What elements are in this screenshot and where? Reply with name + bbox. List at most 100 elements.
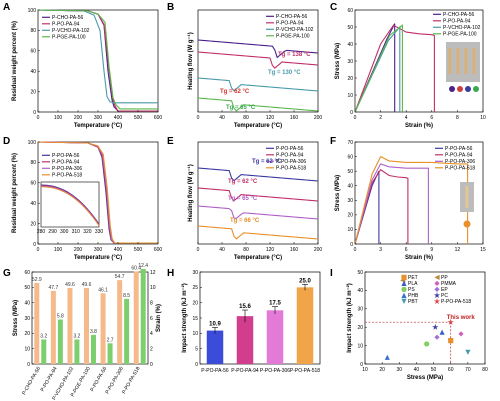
specimen-bar — [456, 48, 460, 74]
inset-tick-label: 290 — [48, 229, 57, 235]
strain-value-label: 8.5 — [123, 293, 130, 299]
y-tick-label: 40 — [347, 184, 353, 190]
category-label: P-CHO-PA-56 — [21, 366, 42, 396]
scatter-point — [447, 318, 454, 325]
series-line — [354, 163, 429, 245]
y-tick-label: 30 — [192, 270, 198, 276]
stress-bar — [133, 271, 139, 364]
specimen-bar — [448, 48, 452, 74]
stress-bar — [67, 287, 73, 364]
y-axis-label: Stress (MPa) — [335, 175, 341, 211]
sample-marker — [465, 86, 471, 92]
legend-label: P-VCHO-PA-102 — [443, 25, 481, 31]
tg-annotation: Tg = 66 °C — [230, 218, 260, 224]
y-tick-label: 20 — [24, 331, 30, 337]
series-line — [197, 167, 319, 182]
x-axis-label: Stress (MPa) — [407, 375, 443, 381]
y-tick-label: 0 — [350, 242, 353, 248]
plot-frame — [354, 141, 484, 245]
y-tick-label: 20 — [30, 89, 36, 95]
stress-value-label: 54.7 — [115, 274, 125, 280]
y-axis-label: Impact strength (kJ m⁻²) — [181, 283, 188, 353]
panel-label: B — [167, 2, 174, 13]
y-axis-label: Impact strength (kJ m⁻²) — [346, 283, 353, 353]
legend-label: P-PGE-PA-100 — [276, 34, 310, 40]
legend-label: P-PO-PA-56 — [276, 146, 304, 152]
scatter-point — [434, 280, 440, 286]
strain-value-label: 3.2 — [40, 333, 47, 339]
y-tick-label: 30 — [357, 307, 363, 313]
scatter-point — [434, 286, 440, 292]
x-tick-label: 30 — [397, 367, 403, 373]
x-tick-label: 600 — [154, 247, 163, 253]
legend-label: PET — [408, 275, 418, 281]
x-tick-label: 40 — [219, 115, 225, 121]
x-tick-label: 12 — [455, 247, 461, 253]
x-axis-label: Strain (%) — [405, 123, 433, 129]
y-tick-label: 100 — [28, 8, 37, 14]
y2-tick-label: 0 — [150, 362, 153, 368]
panel-label: G — [3, 268, 11, 279]
y-tick-label: 40 — [30, 201, 36, 207]
bar-value-label: 17.5 — [269, 301, 281, 307]
x-axis-label: Strain (%) — [405, 255, 433, 261]
x-tick-label: 6 — [430, 115, 433, 121]
inset-frame — [40, 181, 100, 228]
y2-tick-label: 6 — [150, 316, 153, 322]
stress-bar — [84, 287, 89, 364]
scatter-point — [401, 274, 407, 280]
specimen-bar — [464, 48, 468, 74]
legend-label: PBT — [408, 299, 418, 305]
bar-value-label: 15.6 — [239, 304, 251, 310]
x-tick-label: 0 — [197, 247, 200, 253]
y-tick-label: 10 — [192, 331, 198, 337]
category-label: P-PO-PA-306 — [260, 368, 290, 374]
y-tick-label: 80 — [30, 160, 36, 166]
legend-label: P-PGE-PA-100 — [443, 32, 477, 38]
legend-label: P-PO-PA-94 — [52, 22, 80, 28]
x-tick-label: 200 — [74, 247, 83, 253]
y2-tick-label: 12 — [150, 270, 156, 276]
x-tick-label: 100 — [54, 247, 63, 253]
x-tick-label: 0 — [197, 115, 200, 121]
x-tick-label: 40 — [414, 367, 420, 373]
strain-bar — [124, 298, 130, 364]
series-line — [197, 225, 319, 240]
y-tick-label: 30 — [347, 198, 353, 204]
strain-bar — [140, 268, 146, 364]
plot-frame — [197, 9, 319, 113]
x-axis-label: Temperature (°C) — [234, 255, 282, 261]
scatter-point — [401, 298, 407, 304]
series-line — [354, 24, 403, 113]
y-tick-label: 0 — [33, 242, 36, 248]
x-tick-label: 400 — [114, 115, 123, 121]
legend-label: P-PO-PA-94 — [445, 153, 473, 159]
stress-bar — [34, 282, 40, 364]
x-tick-label: 200 — [74, 115, 83, 121]
y-tick-label: 40 — [347, 42, 353, 48]
x-tick-label: 6 — [405, 247, 408, 253]
y2-tick-label: 4 — [150, 331, 153, 337]
x-tick-label: 20 — [379, 367, 385, 373]
y-tick-label: 0 — [360, 362, 363, 368]
legend-label: P-PO-PA-518 — [445, 166, 475, 172]
y-tick-label: 60 — [347, 8, 353, 14]
x-tick-label: 70 — [465, 367, 471, 373]
legend-label: P-PGE-PA-100 — [52, 35, 86, 41]
y-tick-label: 10 — [347, 93, 353, 99]
inset-line — [40, 186, 100, 227]
legend-label: PLA — [408, 281, 418, 287]
impact-bar — [206, 330, 224, 364]
y-tick-label: 50 — [24, 285, 30, 291]
y-tick-label: 0 — [350, 110, 353, 116]
legend-label: P-PO-PA-518 — [441, 299, 471, 305]
stress-bar — [117, 280, 123, 364]
y-tick-label: 30 — [24, 316, 30, 322]
y-tick-label: 70 — [347, 140, 353, 146]
y-tick-label: 80 — [30, 28, 36, 34]
x-tick-label: 0 — [354, 247, 357, 253]
series-line — [197, 97, 319, 112]
stress-value-label: 49.6 — [82, 282, 92, 288]
impact-bar — [236, 316, 254, 364]
